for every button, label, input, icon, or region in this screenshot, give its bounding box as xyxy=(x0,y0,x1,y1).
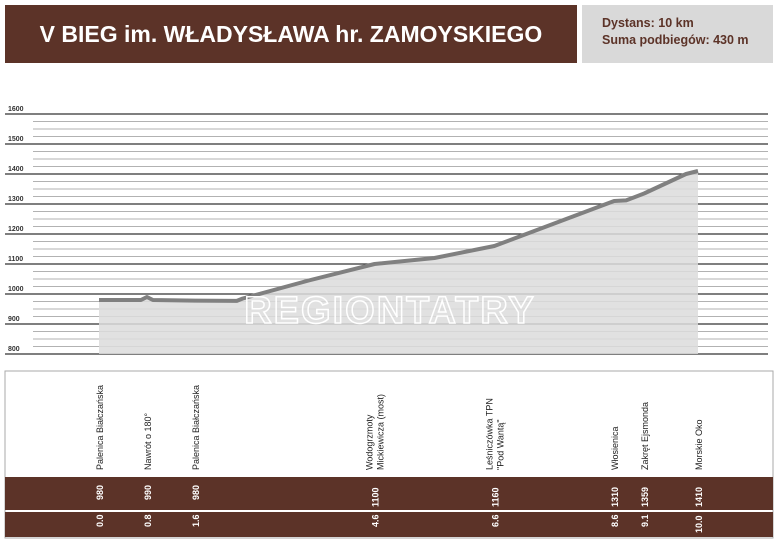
waypoint-name: Morskie Oko xyxy=(694,419,704,470)
waypoint-km: 0.8 xyxy=(143,514,153,527)
y-tick-label: 1000 xyxy=(8,286,24,293)
waypoint-km: 6.6 xyxy=(490,514,500,527)
y-tick-label: 900 xyxy=(8,316,20,323)
elevation-line xyxy=(99,169,699,303)
route-info: Dystans: 10 km Suma podbiegów: 430 m xyxy=(582,5,773,63)
waypoint-km: 10.0 xyxy=(694,515,704,533)
waypoint-elevation: 980 xyxy=(95,485,105,500)
waypoint-km: 4.6 xyxy=(371,514,381,527)
waypoint-name: Wodogrzmoty xyxy=(365,414,375,470)
y-tick-label: 1500 xyxy=(8,136,24,143)
waypoint-name: "Pod Wantą" xyxy=(495,419,505,470)
waypoint-name: Palenica Białczańska xyxy=(95,385,105,470)
waypoint-elevation: 1100 xyxy=(371,487,381,507)
distance-row xyxy=(5,512,773,537)
waypoint-elevation: 1310 xyxy=(610,487,620,507)
waypoint-name: Włosienica xyxy=(610,426,620,470)
watermark-logo: REGIONTATRY xyxy=(244,290,536,332)
waypoint-km: 1.6 xyxy=(191,514,201,527)
page-title: V BIEG im. WŁADYSŁAWA hr. ZAMOYSKIEGO xyxy=(5,5,577,63)
waypoint-elevation: 980 xyxy=(191,485,201,500)
waypoint-km: 0.0 xyxy=(95,514,105,527)
waypoint-elevation: 1410 xyxy=(694,487,704,507)
waypoint-name: Zakręt Ejsmonda xyxy=(640,402,650,470)
y-tick-label: 1400 xyxy=(8,166,24,173)
y-tick-label: 1300 xyxy=(8,196,24,203)
y-tick-label: 1200 xyxy=(8,226,24,233)
waypoint-elevation: 990 xyxy=(143,485,153,500)
waypoint-table xyxy=(4,370,774,539)
waypoint-km: 9.1 xyxy=(640,514,650,527)
y-tick-label: 1100 xyxy=(8,256,23,263)
waypoint-km: 8.6 xyxy=(610,514,620,527)
y-tick-label: 1600 xyxy=(8,106,24,113)
waypoint-name: Leśniczówka TPN xyxy=(484,398,494,470)
waypoint-name: Palenica Białczańska xyxy=(191,385,201,470)
y-tick-label: 800 xyxy=(8,346,20,353)
elevation-row xyxy=(5,477,773,510)
distance-label: Dystans: 10 km xyxy=(602,16,694,30)
climb-label: Suma podbiegów: 430 m xyxy=(602,33,749,47)
waypoint-name: Nawrót o 180° xyxy=(143,412,153,470)
waypoint-name: Mickiewicza (most) xyxy=(376,394,386,470)
waypoint-elevation: 1359 xyxy=(640,487,650,507)
waypoint-elevation: 1160 xyxy=(490,487,500,507)
